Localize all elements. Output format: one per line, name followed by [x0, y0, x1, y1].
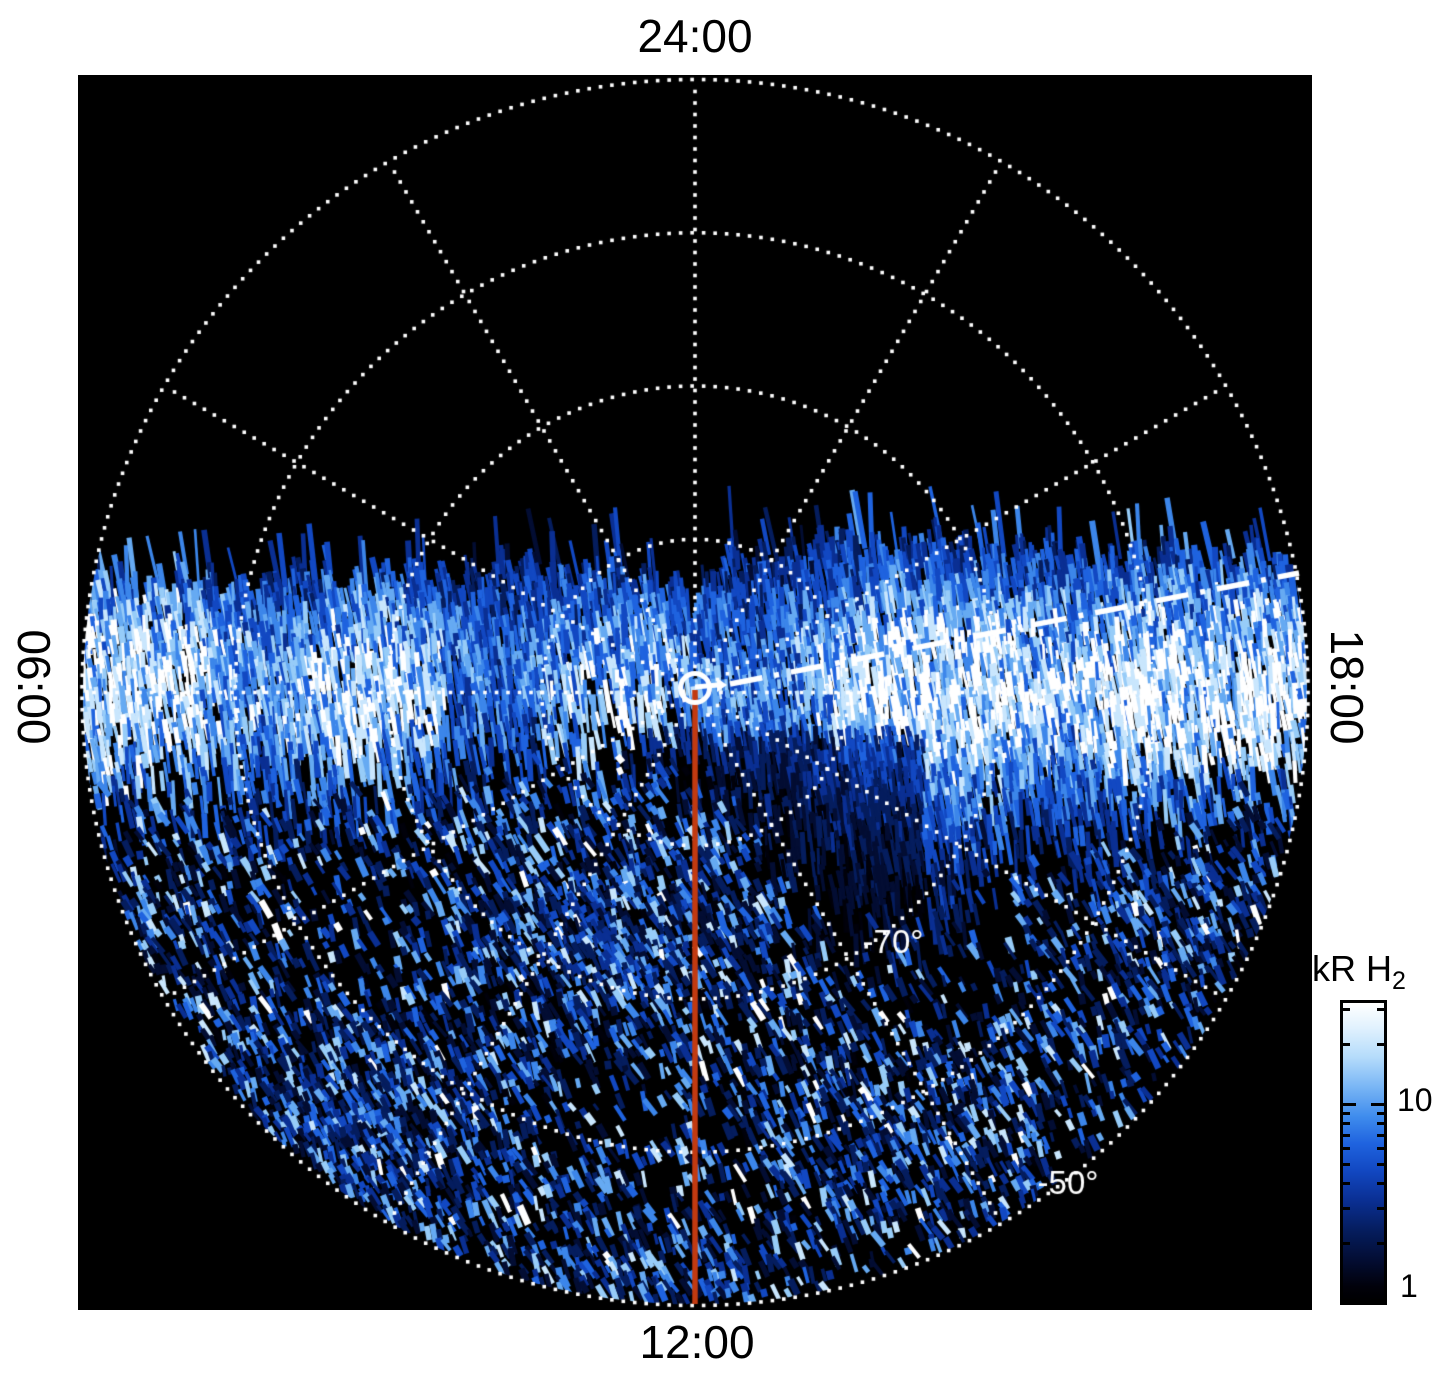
colorbar-tick — [1343, 1242, 1350, 1246]
colorbar-tick — [1377, 1162, 1384, 1166]
colorbar-tick — [1377, 1008, 1384, 1012]
colorbar-gradient — [1340, 1000, 1387, 1305]
colorbar-tick — [1377, 1242, 1384, 1246]
colorbar-tick — [1377, 1112, 1384, 1116]
colorbar-tick — [1371, 1299, 1384, 1302]
colorbar-tick-label-1: 1 — [1400, 1268, 1418, 1304]
colorbar-tick — [1343, 1103, 1356, 1106]
hour-label-24: 24:00 — [637, 10, 753, 62]
colorbar-title-subscript: 2 — [1392, 967, 1406, 996]
colorbar-tick — [1343, 1112, 1350, 1116]
polar-plot-canvas — [78, 75, 1312, 1310]
colorbar-tick — [1371, 1103, 1384, 1106]
colorbar-tick — [1343, 1043, 1350, 1047]
colorbar-tick — [1343, 1182, 1350, 1186]
polar-plot — [78, 75, 1312, 1310]
colorbar-tick — [1377, 1182, 1384, 1186]
colorbar-tick — [1343, 1207, 1350, 1211]
colorbar: 10 1 — [1340, 1000, 1447, 1320]
colorbar-tick — [1343, 1133, 1350, 1137]
hour-label-12: 12:00 — [639, 1316, 755, 1368]
colorbar-tick — [1343, 1299, 1356, 1302]
colorbar-tick — [1343, 1122, 1350, 1126]
colorbar-tick — [1377, 1122, 1384, 1126]
colorbar-title: kR H2 — [1312, 948, 1406, 996]
colorbar-title-text: kR H — [1312, 948, 1392, 989]
hour-label-06: 06:00 — [8, 629, 60, 745]
hour-label-18: 18:00 — [1321, 629, 1373, 745]
colorbar-tick — [1377, 1133, 1384, 1137]
colorbar-tick — [1343, 1162, 1350, 1166]
colorbar-tick — [1377, 1043, 1384, 1047]
colorbar-tick — [1377, 1147, 1384, 1151]
colorbar-tick — [1343, 1008, 1350, 1012]
colorbar-tick — [1377, 1207, 1384, 1211]
colorbar-tick — [1343, 1147, 1350, 1151]
colorbar-tick-label-10: 10 — [1397, 1082, 1433, 1118]
